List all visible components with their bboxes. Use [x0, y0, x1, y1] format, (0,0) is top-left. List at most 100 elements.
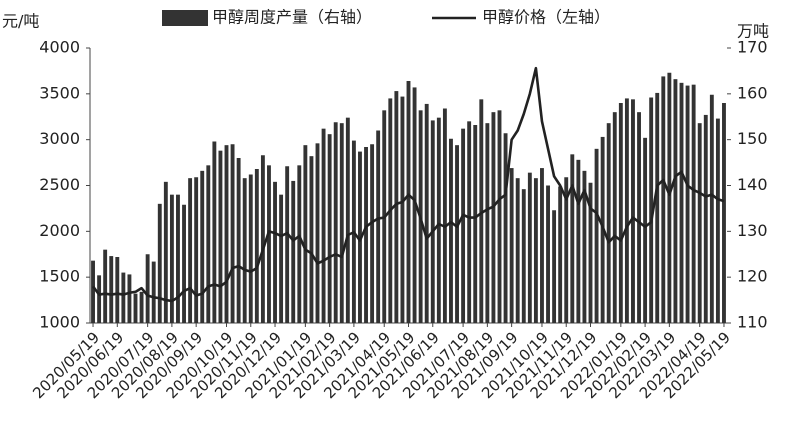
bar	[722, 103, 726, 323]
bar	[176, 194, 180, 323]
bar	[297, 165, 302, 323]
bar	[436, 117, 441, 324]
bar	[309, 156, 314, 323]
bar	[503, 133, 508, 323]
bar	[649, 97, 654, 323]
bar	[139, 291, 144, 323]
bar	[624, 98, 629, 324]
bar	[540, 168, 544, 323]
bar	[546, 185, 550, 323]
bar	[345, 117, 350, 324]
bar	[182, 204, 186, 323]
bar	[521, 189, 526, 323]
bar	[333, 122, 338, 323]
bar	[637, 112, 641, 324]
bar	[467, 121, 472, 323]
bar	[194, 177, 199, 323]
bar	[303, 145, 308, 323]
bar	[703, 114, 708, 324]
y-tick-label: 2000	[39, 221, 80, 240]
y-tick-label: 3500	[39, 83, 80, 102]
bar	[691, 84, 696, 324]
bar	[188, 178, 193, 323]
bar	[461, 128, 466, 323]
bar	[267, 165, 271, 323]
bar	[558, 186, 563, 323]
y2-tick-label: 150	[737, 129, 768, 148]
y-tick-label: 2500	[39, 175, 80, 194]
y2-tick-label: 170	[737, 38, 768, 57]
y-axis-label: 元/吨	[2, 12, 39, 31]
bar	[552, 210, 557, 323]
bar	[115, 257, 120, 323]
bar	[285, 166, 290, 323]
bar	[618, 103, 623, 323]
bar	[430, 120, 435, 324]
bar	[260, 155, 265, 323]
y-tick-label: 4000	[39, 38, 80, 57]
bar	[364, 147, 368, 323]
bar	[339, 123, 344, 324]
y-tick-label: 1000	[39, 313, 80, 332]
bar	[224, 145, 229, 323]
bar	[533, 178, 538, 323]
bar	[254, 169, 259, 323]
bar	[473, 125, 478, 323]
bar	[582, 170, 587, 323]
legend-label: 甲醇价格（左轴）	[482, 8, 610, 27]
bar	[527, 172, 532, 323]
bar	[200, 170, 205, 323]
bar	[588, 182, 593, 323]
bar	[491, 112, 496, 324]
bar	[685, 85, 690, 323]
bar	[697, 123, 702, 324]
bar	[667, 72, 672, 323]
bar	[631, 99, 635, 323]
y2-tick-label: 160	[737, 83, 768, 102]
bar	[151, 261, 156, 323]
price-line	[91, 66, 725, 303]
bar	[163, 181, 168, 323]
y2-tick-label: 120	[737, 267, 768, 286]
y-tick-label: 1500	[39, 267, 80, 286]
bar	[442, 108, 447, 323]
bar	[479, 99, 484, 323]
bar	[127, 274, 132, 323]
bar	[109, 256, 114, 323]
legend-swatch	[162, 10, 208, 26]
bar	[212, 141, 217, 323]
bar	[145, 254, 150, 323]
bar	[273, 181, 277, 323]
bar	[643, 137, 648, 323]
bar	[449, 138, 453, 323]
bar	[655, 92, 660, 324]
legend-label: 甲醇周度产量（右轴）	[212, 8, 372, 27]
bar	[218, 150, 223, 323]
y2-axis-label: 万吨	[737, 22, 769, 41]
bar	[206, 165, 211, 323]
bar	[485, 123, 490, 324]
bar	[515, 178, 520, 323]
bar	[103, 249, 108, 323]
bar	[315, 143, 320, 323]
y-tick-label: 3000	[39, 129, 80, 148]
bar	[424, 103, 429, 324]
bar	[497, 110, 502, 323]
bar	[370, 144, 375, 323]
bar	[673, 79, 678, 324]
bar	[715, 118, 720, 323]
bar	[327, 134, 332, 323]
bar	[230, 144, 235, 323]
bar	[406, 81, 411, 323]
bar	[576, 159, 581, 323]
bar	[248, 174, 253, 323]
bar	[394, 91, 399, 323]
bar	[455, 145, 459, 323]
bar	[157, 203, 162, 323]
bar	[400, 96, 405, 323]
y2-tick-label: 130	[737, 221, 768, 240]
y2-tick-label: 140	[737, 175, 768, 194]
bar	[169, 194, 174, 323]
y2-tick-label: 110	[737, 313, 768, 332]
